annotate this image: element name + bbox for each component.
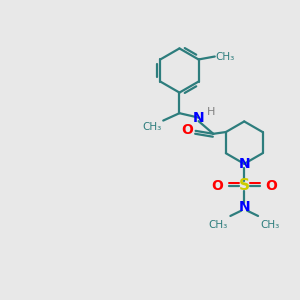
Text: N: N [193, 111, 204, 124]
Text: O: O [265, 179, 277, 193]
Text: H: H [207, 107, 215, 117]
Text: N: N [238, 157, 250, 171]
Text: S: S [239, 178, 250, 194]
Text: CH₃: CH₃ [209, 220, 228, 230]
Text: CH₃: CH₃ [260, 220, 280, 230]
Text: CH₃: CH₃ [142, 122, 162, 132]
Text: N: N [238, 200, 250, 214]
Text: CH₃: CH₃ [215, 52, 235, 61]
Text: O: O [182, 123, 193, 137]
Text: O: O [212, 179, 224, 193]
